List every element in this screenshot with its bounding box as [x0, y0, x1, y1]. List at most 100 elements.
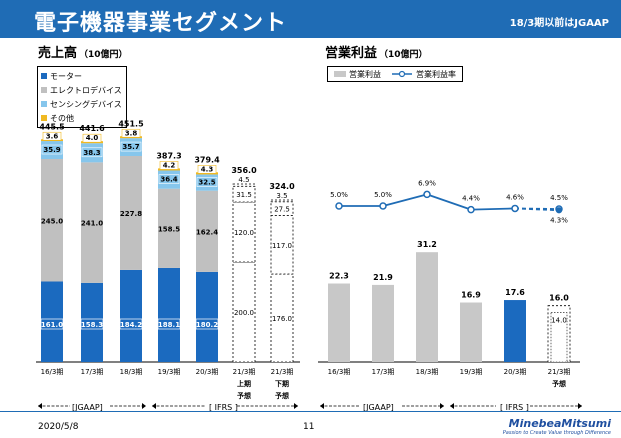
- sales-motor-label-box-4: [195, 318, 219, 330]
- sales-label-0-1: 245.0: [41, 217, 63, 225]
- sales-label-0-2: 35.9: [43, 146, 60, 154]
- sales-label-2-2: 35.7: [122, 143, 139, 151]
- margin-label-1: 5.0%: [374, 191, 392, 199]
- sales-sensing-label-box-4: [196, 177, 218, 187]
- legend-item-profit: 営業利益: [334, 68, 381, 80]
- legend-item-motor: モーター: [41, 69, 123, 83]
- sales-tick-note-6b: 予想: [275, 391, 289, 400]
- margin-point-1: [379, 202, 387, 210]
- sales-label-2-3: 3.8: [125, 129, 138, 137]
- sales-total-2: 451.5: [118, 119, 144, 128]
- sales-label-1-0: 158.3: [81, 321, 103, 329]
- sales-forecast-label-1-3: 3.5: [276, 192, 287, 200]
- sales-tick-1: 17/3期: [81, 368, 104, 376]
- logo-tagline: Passion to Create Value through Differen…: [502, 430, 611, 436]
- profit-bar-1: [372, 284, 394, 362]
- sales-sensing-label-box-0: [41, 144, 63, 155]
- sales-tick-note-5b: 予想: [237, 391, 251, 400]
- profit-forecast-inner-label: 14.0: [551, 317, 567, 325]
- swatch-margin-line: [392, 70, 412, 78]
- sales-tick-4: 20/3期: [196, 368, 219, 376]
- sales-label-4-0: 180.2: [196, 321, 218, 329]
- profit-tick-2: 18/3期: [416, 368, 439, 376]
- sales-forecast-label-1-0: 176.0: [272, 315, 292, 323]
- sales-forecast-bar-1-3: [270, 199, 294, 203]
- profit-period-jgaap: [JGAAP]: [363, 403, 394, 412]
- sales-forecast-label-0-2: 31.5: [236, 191, 252, 199]
- swatch-electro: [41, 87, 47, 93]
- profit-value-0: 22.3: [329, 272, 349, 281]
- sales-label-3-2: 36.4: [160, 176, 177, 184]
- header-bar: 電子機器事業セグメント 18/3期以前はJGAAP: [0, 0, 621, 38]
- profit-tick-1: 17/3期: [372, 368, 395, 376]
- sales-total-3: 387.3: [156, 151, 181, 160]
- sales-label-2-0: 184.2: [120, 321, 142, 329]
- legend-label-other: その他: [50, 113, 74, 123]
- sales-other-label-box-4: [197, 165, 217, 174]
- margin-label-forecast-alt: 4.3%: [550, 216, 568, 224]
- swatch-other: [41, 115, 47, 121]
- sales-forecast-bar-1-1: [270, 215, 294, 275]
- sales-tick-note-6a: 下期: [275, 379, 289, 388]
- legend-label-sensing: センシングデバイス: [50, 99, 122, 109]
- sales-forecast-bar-0-3: [232, 183, 256, 187]
- profit-value-4: 17.6: [505, 288, 525, 297]
- margin-point-2: [423, 190, 431, 199]
- sales-sensing-label-box-3: [158, 174, 180, 184]
- sales-tick-0: 16/3期: [41, 368, 64, 376]
- profit-title-text: 営業利益: [325, 46, 378, 61]
- sales-label-1-2: 38.3: [83, 149, 100, 157]
- profit-chart-title: 営業利益 （10億円）: [325, 42, 428, 61]
- legend-item-electro: エレクトロデバイス: [41, 83, 123, 97]
- logo-wordmark: MinebeaMitsumi: [508, 417, 611, 430]
- sales-forecast-label-0-3: 4.5: [238, 176, 249, 184]
- sales-label-4-3: 4.3: [201, 165, 214, 173]
- sales-legend: モーター エレクトロデバイス センシングデバイス その他: [37, 66, 127, 128]
- sales-chart-title: 売上高 （10億円）: [38, 42, 128, 61]
- profit-forecast-inner-5: [550, 312, 568, 363]
- legend-label-profit: 営業利益: [349, 69, 381, 79]
- sales-motor-label-box-0: [40, 318, 64, 330]
- sales-bar-4-1: [196, 190, 218, 272]
- sales-tick-3: 19/3期: [158, 368, 181, 376]
- margin-label-2: 6.9%: [418, 179, 436, 187]
- profit-period-ifrs: [ IFRS ]: [500, 403, 529, 412]
- sales-tick-note-5a: 上期: [237, 379, 251, 388]
- sales-label-4-2: 32.5: [198, 179, 215, 187]
- sales-label-0-0: 161.0: [41, 321, 63, 329]
- sales-tick-5: 21/3期: [233, 368, 256, 376]
- profit-tick-4: 20/3期: [504, 368, 527, 376]
- page-title: 電子機器事業セグメント: [34, 11, 288, 36]
- margin-point-4: [511, 204, 519, 213]
- sales-forecast-bar-0-0: [232, 261, 256, 363]
- profit-tick-5: 21/3期: [548, 368, 571, 376]
- sales-forecast-bar-0-2: [232, 185, 256, 203]
- page-number: 11: [303, 422, 315, 432]
- legend-label-motor: モーター: [50, 71, 82, 81]
- sales-forecast-label-1-2: 27.5: [274, 206, 290, 214]
- sales-forecast-bar-1-2: [270, 201, 294, 216]
- legend-item-sensing: センシングデバイス: [41, 97, 123, 111]
- sales-title-text: 売上高: [38, 46, 78, 61]
- margin-line-forecast-alt: [514, 207, 560, 212]
- sales-motor-label-box-2: [119, 318, 143, 330]
- sales-total-1: 441.6: [79, 124, 105, 133]
- sales-bar-2-0: [120, 269, 142, 362]
- sales-forecast-bar-1-0: [270, 273, 294, 363]
- margin-point-0: [335, 202, 343, 210]
- sales-other-label-box-1: [82, 133, 102, 143]
- sales-bar-4-0: [196, 271, 218, 362]
- sales-forecast-total-1: 324.0: [269, 182, 295, 191]
- sales-period-ifrs: [ IFRS ]: [209, 403, 238, 412]
- profit-tick-0: 16/3期: [328, 368, 351, 376]
- legend-label-electro: エレクトロデバイス: [50, 85, 122, 95]
- profit-tick-note-5: 予想: [552, 379, 566, 388]
- swatch-motor: [41, 73, 47, 79]
- legend-item-margin: 営業利益率: [391, 68, 456, 80]
- margin-label-4: 4.6%: [506, 193, 524, 201]
- profit-arrowhead-1: [320, 403, 324, 409]
- swatch-profit: [334, 71, 346, 77]
- margin-point-3: [467, 205, 475, 214]
- sales-arrowhead-3: [152, 403, 156, 409]
